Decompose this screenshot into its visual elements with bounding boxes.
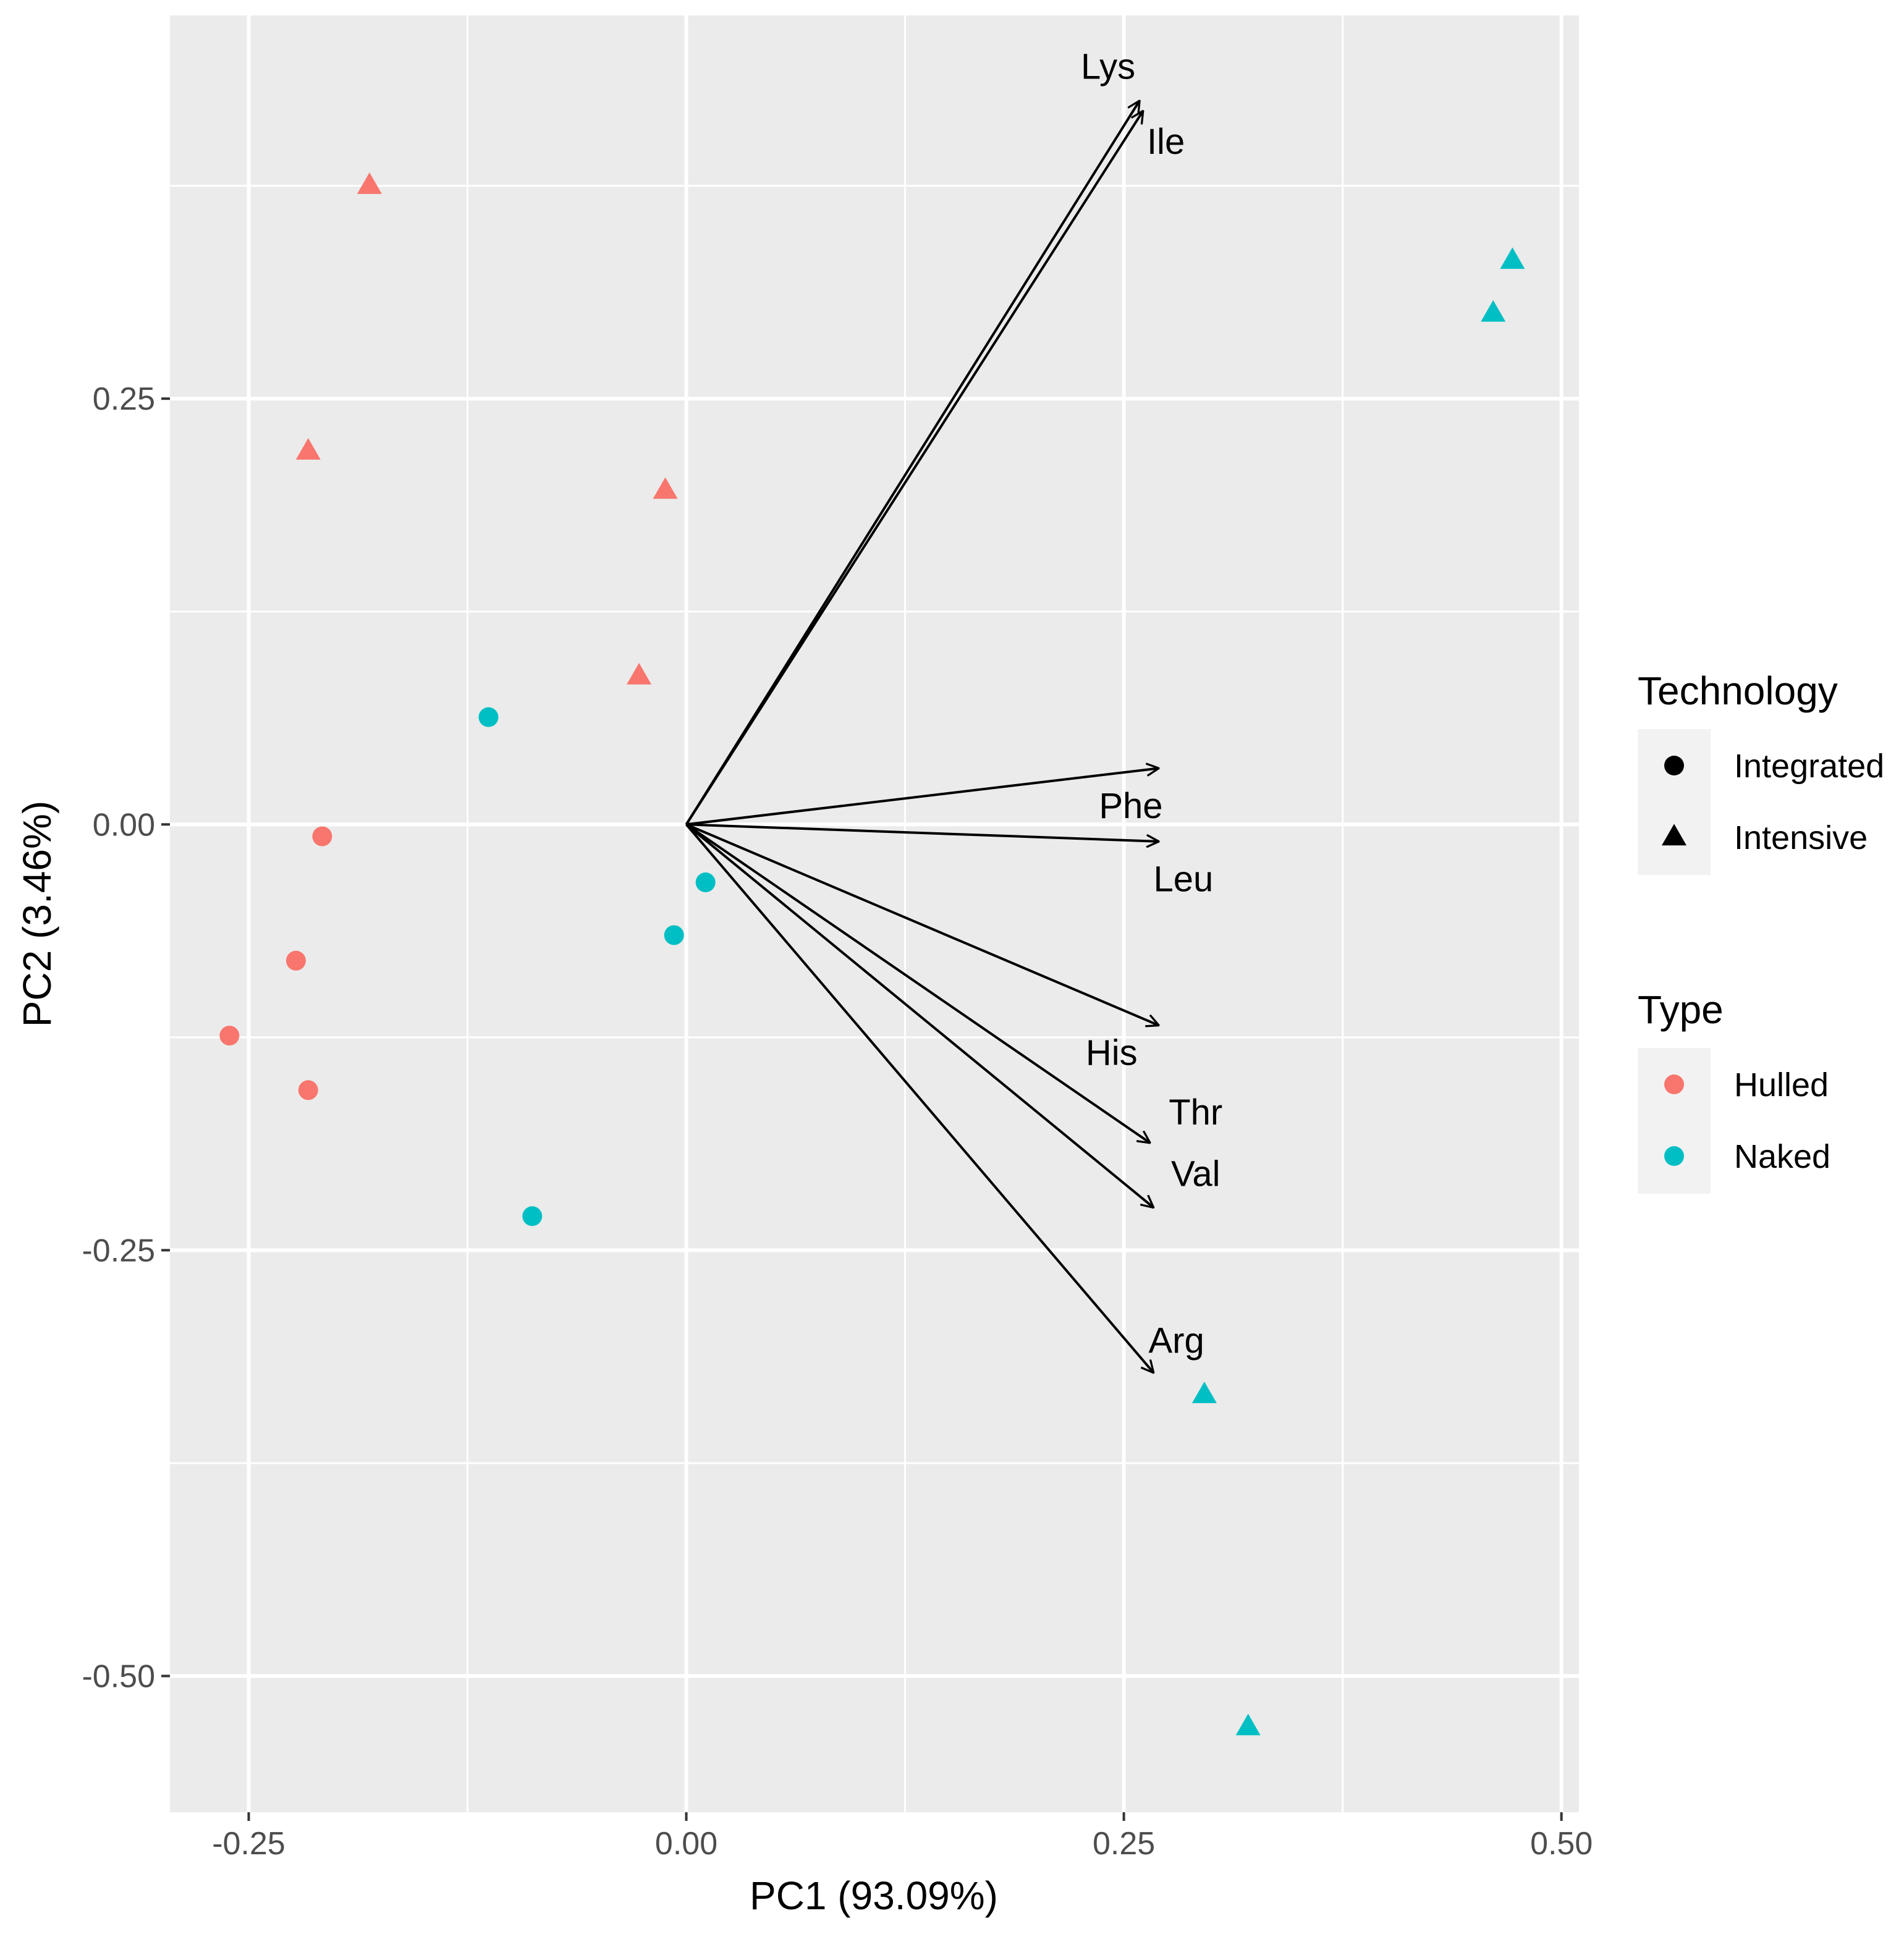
legend-key-bg-1 [1638,1048,1711,1194]
point-naked-integrated-10 [664,925,684,945]
x-axis-label: PC1 (93.09%) [750,1873,998,1918]
x-axis: -0.25 0.00 0.25 0.50 [212,1812,1593,1862]
plot-panel [170,15,1579,1812]
point-naked-intensive-12 [1500,247,1525,269]
x-tick-label-0: -0.25 [212,1826,286,1862]
point-hulled-intensive-1 [295,438,321,460]
point-hulled-intensive-3 [627,662,652,685]
loading-label-val: Val [1171,1154,1221,1194]
loading-arrow-arg [685,823,1154,1373]
point-hulled-integrated-4 [312,826,332,846]
loading-arrow-ile [685,111,1143,825]
points [219,172,1525,1736]
grid-minor [170,15,1579,1812]
loading-label-his: His [1086,1033,1138,1073]
legend-label-naked: Naked [1734,1138,1830,1175]
point-hulled-intensive-0 [357,172,382,194]
x-tick-label-1: 0.00 [655,1826,717,1862]
loading-label-lys: Lys [1081,47,1135,87]
loading-labels: Lys Ile Phe Leu His Thr Val Arg [1081,47,1222,1361]
point-hulled-intensive-2 [653,477,678,499]
legend-key-intensive [1662,824,1686,846]
grid-major [170,15,1579,1812]
point-naked-integrated-8 [478,707,499,727]
legend-label-hulled: Hulled [1734,1066,1829,1104]
loading-label-arg: Arg [1148,1320,1204,1361]
loading-arrow-leu [686,823,1159,842]
loading-arrow-lys [685,101,1140,825]
point-naked-intensive-14 [1191,1382,1217,1403]
point-hulled-integrated-6 [219,1026,240,1046]
point-hulled-integrated-5 [286,950,306,971]
loading-label-leu: Leu [1154,859,1214,899]
point-hulled-integrated-7 [298,1080,318,1100]
loading-arrows [685,101,1159,1373]
x-tick-label-2: 0.25 [1093,1826,1155,1862]
y-tick-label-3: -0.50 [82,1658,155,1694]
loading-label-ile: Ile [1147,122,1185,162]
y-tick-label-2: -0.25 [82,1233,155,1269]
loading-arrow-his [685,823,1159,1025]
loading-label-thr: Thr [1169,1092,1222,1133]
legend-title-technology: Technology [1638,669,1838,713]
loading-arrow-val [685,823,1154,1207]
loading-label-phe: Phe [1099,786,1162,826]
y-tick-label-1: 0.00 [93,807,155,843]
point-naked-intensive-13 [1481,300,1506,322]
loading-arrow-thr [685,823,1151,1142]
y-tick-label-0: 0.25 [93,381,155,417]
legend-key-hulled [1664,1074,1684,1094]
point-naked-integrated-9 [695,872,716,893]
loading-arrow-phe [686,768,1159,826]
legend-title-type: Type [1638,987,1724,1032]
point-naked-intensive-15 [1235,1713,1261,1736]
legend-key-integrated [1664,756,1684,775]
legend-label-integrated: Integrated [1734,748,1884,785]
y-axis: 0.25 0.00 -0.25 -0.50 [82,381,170,1694]
x-tick-label-3: 0.50 [1530,1826,1593,1862]
y-axis-label: PC2 (3.46%) [15,801,59,1027]
legend-key-bg-0 [1638,729,1711,875]
legend-label-intensive: Intensive [1734,819,1868,856]
legends: Technology Integrated Intensive Type Hulled N… [1638,669,1884,1194]
point-naked-integrated-11 [522,1206,543,1226]
legend-key-naked [1664,1146,1684,1166]
